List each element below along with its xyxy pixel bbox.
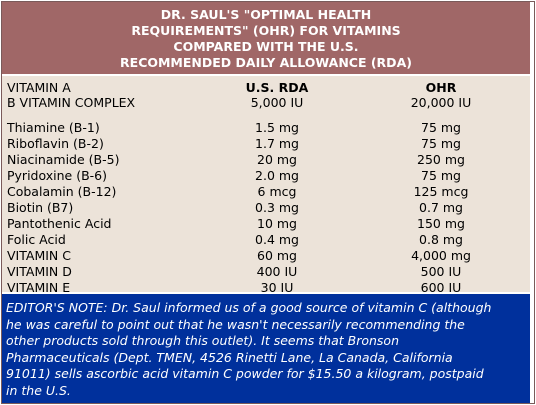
table-row: VITAMIN D 400 IU 500 IU xyxy=(2,264,530,280)
vitamin-name: Thiamine (B-1) xyxy=(7,120,100,135)
vitamin-name: Riboflavin (B-2) xyxy=(7,136,104,151)
table-row: Pyridoxine (B-6) 2.0 mg 75 mg xyxy=(2,168,530,184)
note-line-5: 91011) sells ascorbic acid vitamin C pow… xyxy=(6,366,484,381)
ohr-value: 500 IU xyxy=(420,264,462,279)
table-row: VITAMIN E 30 IU 600 IU xyxy=(2,280,530,296)
table-title: DR. SAUL'S "OPTIMAL HEALTH REQUIREMENTS"… xyxy=(2,2,530,74)
ohr-value: 75 mg xyxy=(421,136,461,151)
ohr-value: 4,000 mg xyxy=(411,248,471,263)
table-row: Niacinamide (B-5) 20 mg 250 mg xyxy=(2,152,530,168)
title-line-1: DR. SAUL'S "OPTIMAL HEALTH xyxy=(160,7,372,22)
rda-value: 5,000 IU xyxy=(250,95,304,110)
vitamin-name: VITAMIN C xyxy=(7,248,71,263)
rda-value: 6 mcg xyxy=(257,184,297,199)
vitamin-name: Niacinamide (B-5) xyxy=(7,152,120,167)
vitamin-name: VITAMIN E xyxy=(7,280,71,295)
vitamin-name: Cobalamin (B-12) xyxy=(7,184,117,199)
editors-note: EDITOR'S NOTE: Dr. Saul informed us of a… xyxy=(2,294,530,403)
title-line-3: COMPARED WITH THE U.S. xyxy=(173,39,359,54)
note-line-4: Pharmaceuticals (Dept. TMEN, 4526 Rinett… xyxy=(6,349,453,365)
rda-value: 10 mg xyxy=(257,216,297,231)
rda-value: 1.5 mg xyxy=(255,120,299,135)
ohr-value: 600 IU xyxy=(420,280,462,295)
vitamin-name: B VITAMIN COMPLEX xyxy=(7,95,136,110)
rda-value: 0.4 mg xyxy=(255,232,299,247)
table-header-row: VITAMIN A U.S. RDA OHR xyxy=(2,80,530,96)
vitamin-name: VITAMIN D xyxy=(7,264,72,279)
table-row: Riboflavin (B-2) 1.7 mg 75 mg xyxy=(2,136,530,152)
ohr-value: 0.7 mg xyxy=(419,200,463,215)
rda-value: 20 mg xyxy=(257,152,297,167)
ohr-value: 75 mg xyxy=(421,168,461,183)
rda-value: 0.3 mg xyxy=(255,200,299,215)
title-line-2: REQUIREMENTS" (OHR) FOR VITAMINS xyxy=(131,23,401,38)
vitamin-name: Pantothenic Acid xyxy=(7,216,112,231)
ohr-value: 150 mg xyxy=(417,216,465,231)
rda-value: 400 IU xyxy=(256,264,298,279)
table-row: Thiamine (B-1) 1.5 mg 75 mg xyxy=(2,120,530,136)
table-row: Folic Acid 0.4 mg 0.8 mg xyxy=(2,232,530,248)
note-line-1: EDITOR'S NOTE: Dr. Saul informed us of a… xyxy=(6,300,492,315)
column-header-rda: U.S. RDA xyxy=(245,80,309,95)
note-line-2: he was careful to point out that he wasn… xyxy=(6,316,465,332)
vitamin-name: Biotin (B7) xyxy=(7,200,74,215)
ohr-value: 20,000 IU xyxy=(410,95,472,110)
table-row: Biotin (B7) 0.3 mg 0.7 mg xyxy=(2,200,530,216)
ohr-value: 0.8 mg xyxy=(419,232,463,247)
column-header-ohr: OHR xyxy=(425,80,457,95)
rda-value: 1.7 mg xyxy=(255,136,299,151)
table-row: Cobalamin (B-12) 6 mcg 125 mcg xyxy=(2,184,530,200)
rda-value: 2.0 mg xyxy=(255,168,299,183)
rda-value: 30 IU xyxy=(260,280,294,295)
vitamin-name: Pyridoxine (B-6) xyxy=(7,168,107,183)
note-line-3: other products sold through this outlet)… xyxy=(6,333,399,348)
vitamin-name: VITAMIN A xyxy=(7,80,71,95)
table-row: B VITAMIN COMPLEX 5,000 IU 20,000 IU xyxy=(2,95,530,111)
ohr-value: 250 mg xyxy=(417,152,465,167)
table-row: Pantothenic Acid 10 mg 150 mg xyxy=(2,216,530,232)
note-line-6: in the U.S. xyxy=(6,382,71,398)
vitamin-name: Folic Acid xyxy=(7,232,66,247)
vitamin-table: VITAMIN A U.S. RDA OHR B VITAMIN COMPLEX… xyxy=(2,76,530,295)
ohr-value: 75 mg xyxy=(421,120,461,135)
ohr-value: 125 mcg xyxy=(413,184,469,199)
rda-value: 60 mg xyxy=(257,248,297,263)
table-row: VITAMIN C 60 mg 4,000 mg xyxy=(2,248,530,264)
title-line-4: RECOMMENDED DAILY ALLOWANCE (RDA) xyxy=(120,55,412,70)
